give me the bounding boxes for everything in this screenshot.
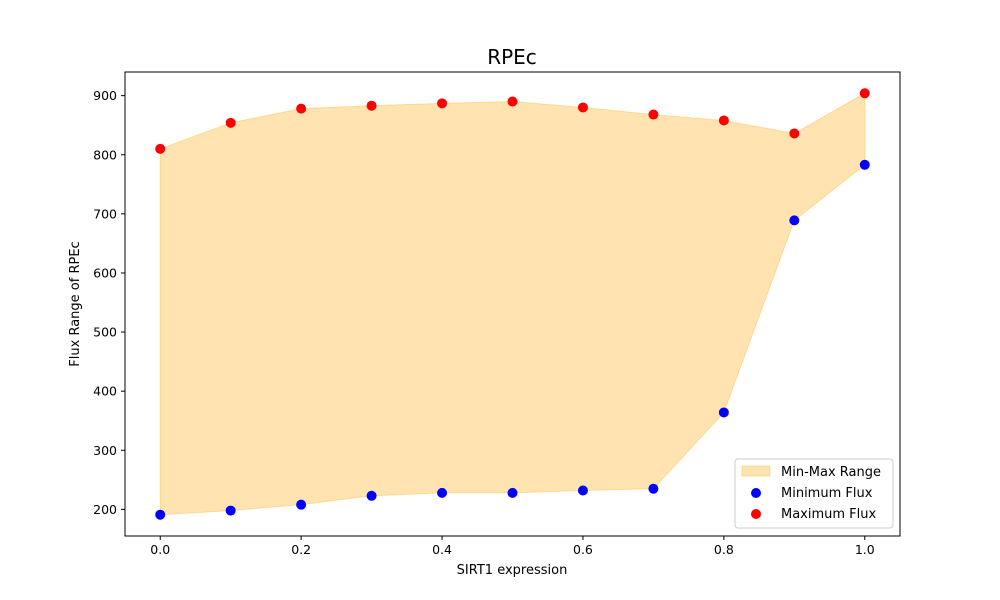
x-tick-label: 0.8	[714, 542, 734, 557]
x-tick-label: 1.0	[855, 542, 875, 557]
legend-marker-maximum-flux	[751, 509, 761, 519]
y-tick-label: 300	[93, 443, 117, 458]
y-axis-ticks: 200 300 400 500 600 700 800 900	[93, 88, 125, 517]
x-tick-label: 0.6	[573, 542, 593, 557]
plot-area	[155, 88, 870, 520]
x-tick-label: 0.0	[150, 542, 170, 557]
y-axis-label: Flux Range of RPEc	[68, 241, 83, 366]
min-max-range-area	[159, 92, 866, 516]
y-tick-label: 700	[93, 206, 117, 221]
maximum-flux-point	[789, 128, 800, 139]
minimum-flux-point	[789, 215, 800, 226]
minimum-flux-point	[718, 407, 729, 418]
x-tick-label: 0.2	[291, 542, 311, 557]
minimum-flux-point	[577, 485, 588, 496]
minimum-flux-point	[437, 487, 448, 498]
x-tick-label: 0.4	[432, 542, 452, 557]
minimum-flux-point	[648, 483, 659, 494]
minimum-flux-point	[296, 499, 307, 510]
maximum-flux-point	[718, 115, 729, 126]
y-tick-label: 900	[93, 88, 117, 103]
maximum-flux-point	[437, 98, 448, 109]
legend-label-minimum-flux: Minimum Flux	[781, 486, 873, 501]
maximum-flux-point	[507, 96, 518, 107]
legend-frame	[734, 458, 894, 529]
minimum-flux-point	[225, 505, 236, 516]
y-tick-label: 600	[93, 265, 117, 280]
x-axis-label: SIRT1 expression	[457, 563, 568, 578]
x-axis-ticks: 0.0 0.2 0.4 0.6 0.8 1.0	[150, 536, 875, 557]
legend-label-maximum-flux: Maximum Flux	[781, 507, 877, 522]
chart-title: RPEc	[487, 45, 537, 69]
legend-label-range: Min-Max Range	[781, 465, 881, 480]
y-tick-label: 500	[93, 325, 117, 340]
legend-marker-minimum-flux	[751, 488, 761, 498]
minimum-flux-point	[155, 509, 166, 520]
maximum-flux-point	[577, 102, 588, 113]
y-tick-label: 800	[93, 147, 117, 162]
maximum-flux-point	[155, 143, 166, 154]
y-tick-label: 400	[93, 384, 117, 399]
minimum-flux-point	[859, 159, 870, 170]
y-tick-label: 200	[93, 502, 117, 517]
minimum-flux-point	[507, 487, 518, 498]
maximum-flux-point	[859, 88, 870, 99]
legend-swatch-range	[741, 465, 771, 477]
minimum-flux-point	[366, 490, 377, 501]
maximum-flux-point	[648, 109, 659, 120]
plot-frame	[124, 71, 901, 537]
maximum-flux-point	[366, 100, 377, 111]
maximum-flux-point	[225, 117, 236, 128]
legend: Min-Max Range Minimum Flux Maximum Flux	[734, 458, 894, 529]
maximum-flux-point	[296, 103, 307, 114]
